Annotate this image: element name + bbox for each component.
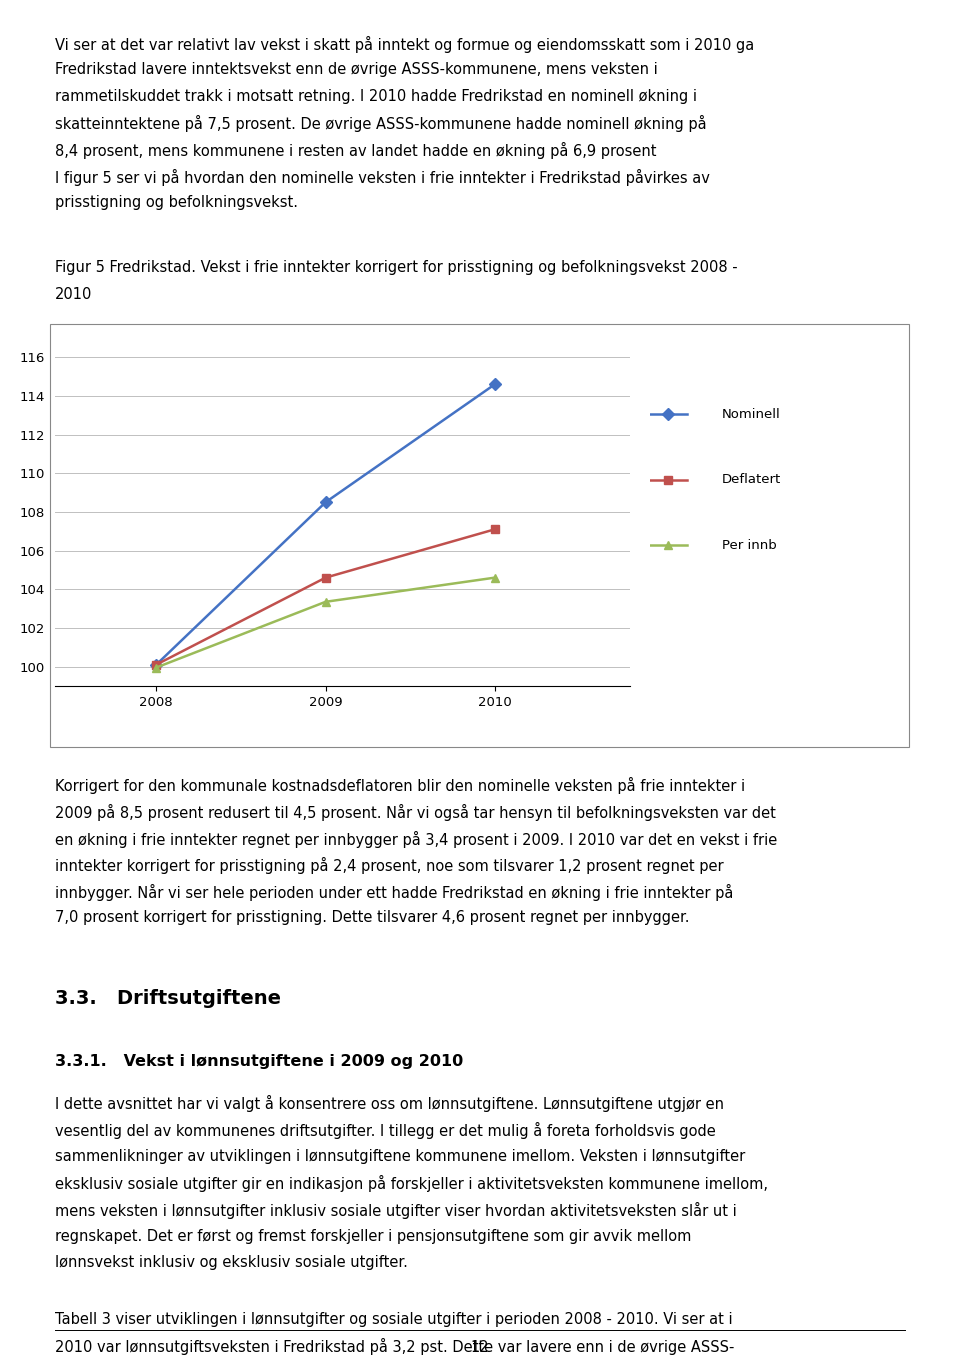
Text: Korrigert for den kommunale kostnadsdeflatoren blir den nominelle veksten på fri: Korrigert for den kommunale kostnadsdefl… (55, 778, 745, 794)
Text: skatteinntektene på 7,5 prosent. De øvrige ASSS-kommunene hadde nominell økning : skatteinntektene på 7,5 prosent. De øvri… (55, 116, 707, 132)
Text: prisstigning og befolkningsvekst.: prisstigning og befolkningsvekst. (55, 195, 298, 210)
Text: 3.3.   Driftsutgiftene: 3.3. Driftsutgiftene (55, 990, 280, 1007)
Text: innbygger. Når vi ser hele perioden under ett hadde Fredrikstad en økning i frie: innbygger. Når vi ser hele perioden unde… (55, 885, 733, 901)
Text: Per innb: Per innb (722, 539, 777, 551)
Text: regnskapet. Det er først og fremst forskjeller i pensjonsutgiftene som gir avvik: regnskapet. Det er først og fremst forsk… (55, 1228, 691, 1244)
Text: Deflatert: Deflatert (722, 474, 780, 486)
Text: Fredrikstad lavere inntektsvekst enn de øvrige ASSS-kommunene, mens veksten i: Fredrikstad lavere inntektsvekst enn de … (55, 63, 658, 76)
Text: 3.3.1.   Vekst i lønnsutgiftene i 2009 og 2010: 3.3.1. Vekst i lønnsutgiftene i 2009 og … (55, 1055, 463, 1069)
Text: en økning i frie inntekter regnet per innbygger på 3,4 prosent i 2009. I 2010 va: en økning i frie inntekter regnet per in… (55, 831, 777, 848)
Text: rammetilskuddet trakk i motsatt retning. I 2010 hadde Fredrikstad en nominell øk: rammetilskuddet trakk i motsatt retning.… (55, 89, 697, 104)
Text: 12: 12 (470, 1340, 490, 1355)
Text: mens veksten i lønnsutgifter inklusiv sosiale utgifter viser hvordan aktivitetsv: mens veksten i lønnsutgifter inklusiv so… (55, 1203, 736, 1219)
Text: eksklusiv sosiale utgifter gir en indikasjon på forskjeller i aktivitetsveksten : eksklusiv sosiale utgifter gir en indika… (55, 1175, 768, 1192)
Text: I figur 5 ser vi på hvordan den nominelle veksten i frie inntekter i Fredrikstad: I figur 5 ser vi på hvordan den nominell… (55, 169, 709, 186)
Text: inntekter korrigert for prisstigning på 2,4 prosent, noe som tilsvarer 1,2 prose: inntekter korrigert for prisstigning på … (55, 857, 723, 874)
Text: 8,4 prosent, mens kommunene i resten av landet hadde en økning på 6,9 prosent: 8,4 prosent, mens kommunene i resten av … (55, 142, 657, 158)
Text: Tabell 3 viser utviklingen i lønnsutgifter og sosiale utgifter i perioden 2008 -: Tabell 3 viser utviklingen i lønnsutgift… (55, 1312, 732, 1327)
Text: 7,0 prosent korrigert for prisstigning. Dette tilsvarer 4,6 prosent regnet per i: 7,0 prosent korrigert for prisstigning. … (55, 910, 689, 925)
Text: lønnsvekst inklusiv og eksklusiv sosiale utgifter.: lønnsvekst inklusiv og eksklusiv sosiale… (55, 1256, 408, 1269)
Text: 2009 på 8,5 prosent redusert til 4,5 prosent. Når vi også tar hensyn til befolkn: 2009 på 8,5 prosent redusert til 4,5 pro… (55, 804, 776, 820)
Text: Nominell: Nominell (722, 408, 780, 420)
Text: vesentlig del av kommunenes driftsutgifter. I tillegg er det mulig å foreta forh: vesentlig del av kommunenes driftsutgift… (55, 1122, 715, 1138)
Text: Figur 5 Fredrikstad. Vekst i frie inntekter korrigert for prisstigning og befolk: Figur 5 Fredrikstad. Vekst i frie inntek… (55, 261, 737, 274)
Text: 2010 var lønnsutgiftsveksten i Fredrikstad på 3,2 pst. Dette var lavere enn i de: 2010 var lønnsutgiftsveksten i Fredrikst… (55, 1339, 734, 1355)
Text: sammenlikninger av utviklingen i lønnsutgiftene kommunene imellom. Veksten i løn: sammenlikninger av utviklingen i lønnsut… (55, 1149, 745, 1163)
Text: I dette avsnittet har vi valgt å konsentrere oss om lønnsutgiftene. Lønnsutgifte: I dette avsnittet har vi valgt å konsent… (55, 1096, 724, 1112)
Text: Vi ser at det var relativt lav vekst i skatt på inntekt og formue og eiendomsska: Vi ser at det var relativt lav vekst i s… (55, 35, 754, 52)
Text: 2010: 2010 (55, 287, 92, 302)
